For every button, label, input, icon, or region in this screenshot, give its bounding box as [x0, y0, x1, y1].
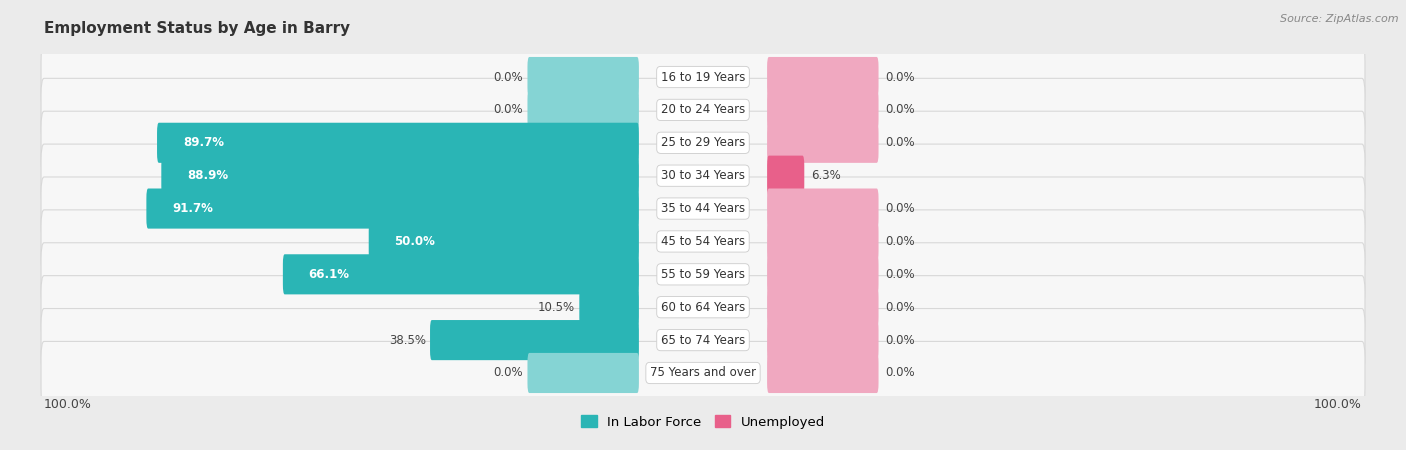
- FancyBboxPatch shape: [768, 90, 879, 130]
- FancyBboxPatch shape: [768, 320, 879, 360]
- Text: 0.0%: 0.0%: [886, 366, 915, 379]
- Text: 0.0%: 0.0%: [886, 268, 915, 281]
- Legend: In Labor Force, Unemployed: In Labor Force, Unemployed: [575, 410, 831, 434]
- Text: 0.0%: 0.0%: [886, 136, 915, 149]
- Text: 66.1%: 66.1%: [309, 268, 350, 281]
- Text: 10.5%: 10.5%: [538, 301, 575, 314]
- Text: 45 to 54 Years: 45 to 54 Years: [661, 235, 745, 248]
- FancyBboxPatch shape: [768, 254, 879, 294]
- Text: 35 to 44 Years: 35 to 44 Years: [661, 202, 745, 215]
- FancyBboxPatch shape: [768, 123, 879, 163]
- FancyBboxPatch shape: [368, 221, 638, 261]
- Text: 0.0%: 0.0%: [494, 366, 523, 379]
- FancyBboxPatch shape: [146, 189, 638, 229]
- Text: 0.0%: 0.0%: [886, 235, 915, 248]
- Text: 25 to 29 Years: 25 to 29 Years: [661, 136, 745, 149]
- Text: 0.0%: 0.0%: [494, 71, 523, 84]
- Text: 65 to 74 Years: 65 to 74 Years: [661, 333, 745, 346]
- FancyBboxPatch shape: [768, 57, 879, 97]
- FancyBboxPatch shape: [41, 342, 1365, 405]
- FancyBboxPatch shape: [41, 45, 1365, 108]
- Text: 16 to 19 Years: 16 to 19 Years: [661, 71, 745, 84]
- FancyBboxPatch shape: [41, 210, 1365, 273]
- Text: 0.0%: 0.0%: [886, 202, 915, 215]
- Text: 0.0%: 0.0%: [886, 301, 915, 314]
- FancyBboxPatch shape: [527, 90, 638, 130]
- Text: 60 to 64 Years: 60 to 64 Years: [661, 301, 745, 314]
- FancyBboxPatch shape: [527, 353, 638, 393]
- Text: 0.0%: 0.0%: [886, 104, 915, 117]
- Text: 38.5%: 38.5%: [389, 333, 426, 346]
- Text: 0.0%: 0.0%: [886, 71, 915, 84]
- FancyBboxPatch shape: [162, 156, 638, 196]
- FancyBboxPatch shape: [430, 320, 638, 360]
- FancyBboxPatch shape: [768, 287, 879, 327]
- FancyBboxPatch shape: [41, 177, 1365, 240]
- FancyBboxPatch shape: [283, 254, 638, 294]
- Text: 100.0%: 100.0%: [1315, 398, 1362, 411]
- FancyBboxPatch shape: [579, 287, 638, 327]
- FancyBboxPatch shape: [41, 276, 1365, 339]
- Text: 100.0%: 100.0%: [44, 398, 91, 411]
- Text: 6.3%: 6.3%: [811, 169, 841, 182]
- FancyBboxPatch shape: [527, 57, 638, 97]
- Text: 55 to 59 Years: 55 to 59 Years: [661, 268, 745, 281]
- Text: 75 Years and over: 75 Years and over: [650, 366, 756, 379]
- Text: 30 to 34 Years: 30 to 34 Years: [661, 169, 745, 182]
- FancyBboxPatch shape: [41, 243, 1365, 306]
- Text: 88.9%: 88.9%: [187, 169, 228, 182]
- FancyBboxPatch shape: [157, 123, 638, 163]
- FancyBboxPatch shape: [41, 309, 1365, 372]
- FancyBboxPatch shape: [768, 189, 879, 229]
- Text: 0.0%: 0.0%: [886, 333, 915, 346]
- FancyBboxPatch shape: [41, 111, 1365, 174]
- Text: 0.0%: 0.0%: [494, 104, 523, 117]
- Text: Source: ZipAtlas.com: Source: ZipAtlas.com: [1281, 14, 1399, 23]
- Text: 20 to 24 Years: 20 to 24 Years: [661, 104, 745, 117]
- Text: 91.7%: 91.7%: [172, 202, 214, 215]
- FancyBboxPatch shape: [41, 144, 1365, 207]
- FancyBboxPatch shape: [768, 156, 804, 196]
- Text: 89.7%: 89.7%: [183, 136, 224, 149]
- FancyBboxPatch shape: [41, 78, 1365, 141]
- Text: Employment Status by Age in Barry: Employment Status by Age in Barry: [44, 21, 350, 36]
- Text: 50.0%: 50.0%: [395, 235, 436, 248]
- FancyBboxPatch shape: [768, 353, 879, 393]
- FancyBboxPatch shape: [768, 221, 879, 261]
